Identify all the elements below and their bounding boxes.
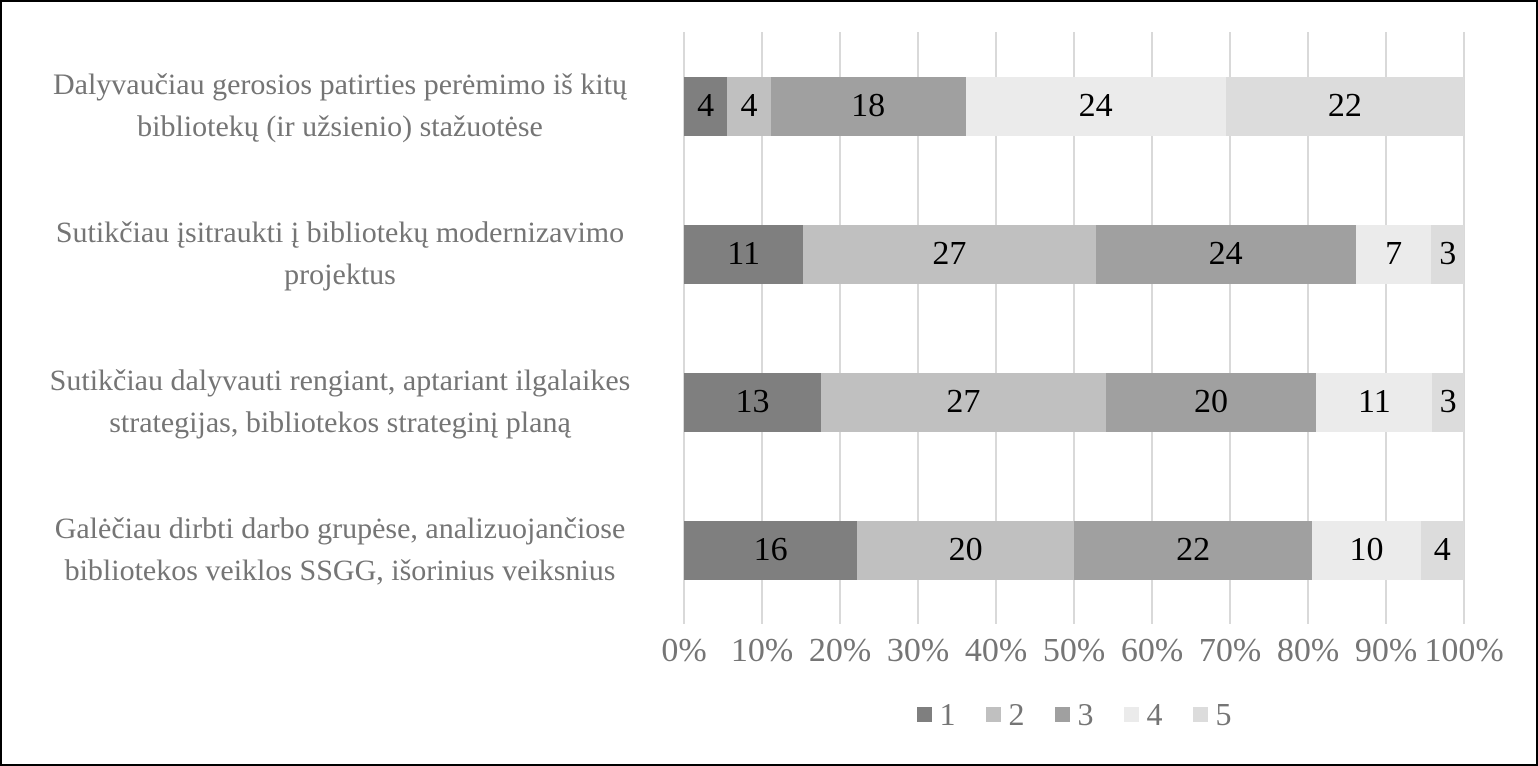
bar-segment-series-5: 3 [1431,224,1464,284]
vertical-gridline [683,32,685,624]
category-label: Sutikčiau dalyvauti rengiant, aptariant … [49,364,631,439]
legend-item-5: 5 [1192,696,1232,733]
bar-segment-series-2: 27 [803,224,1096,284]
bar-segment-series-3: 20 [1105,372,1317,432]
bar-segment-series-2: 4 [727,76,771,136]
x-axis-tick-label: 60% [1120,632,1184,669]
x-axis-tick-label: 100% [1424,632,1504,669]
vertical-gridline [917,32,919,624]
bar-segment-series-2: 27 [821,372,1106,432]
vertical-gridline [839,32,841,624]
stacked-bar-row: 13 27 20 11 3 [684,372,1464,432]
bar-segment-series-4: 11 [1316,372,1433,432]
legend-item-3: 3 [1054,696,1094,733]
legend-swatch-icon [1054,707,1070,722]
bar-segment-series-5: 22 [1225,76,1464,136]
bar-segment-series-1: 13 [684,372,822,432]
bar-segment-series-3: 24 [1095,224,1356,284]
vertical-gridline [995,32,997,624]
stacked-bar-row: 11 27 24 7 3 [684,224,1464,284]
legend-label: 1 [939,696,956,732]
x-axis-tick-label: 90% [1354,632,1418,669]
legend-item-2: 2 [985,696,1025,733]
vertical-gridline [761,32,763,624]
vertical-gridline [1229,32,1231,624]
category-label: Sutikčiau įsitraukti į bibliotekų modern… [55,216,625,291]
stacked-bar-row: 4 4 18 24 22 [684,76,1464,136]
bar-segment-series-1: 11 [684,224,804,284]
legend-swatch-icon [916,707,932,722]
bar-segment-series-4: 10 [1312,520,1421,580]
bar-segment-series-1: 16 [684,520,858,580]
bar-segment-series-1: 4 [684,76,728,136]
legend-label: 5 [1215,696,1232,732]
bar-segment-series-2: 20 [857,520,1074,580]
vertical-gridline [1307,32,1309,624]
legend-label: 2 [1008,696,1025,732]
chart-legend: 1 2 3 4 5 [684,696,1464,733]
bar-segment-series-3: 22 [1073,520,1313,580]
x-axis-tick-label: 30% [886,632,950,669]
legend-item-1: 1 [916,696,956,733]
vertical-gridline [1463,32,1465,624]
vertical-gridline [1151,32,1153,624]
legend-swatch-icon [1123,707,1139,722]
bar-segment-series-4: 24 [965,76,1226,136]
bar-segment-series-5: 4 [1420,520,1464,580]
legend-swatch-icon [1192,707,1208,722]
legend-label: 4 [1146,696,1163,732]
x-axis-tick-label: 80% [1276,632,1340,669]
bar-segment-series-3: 18 [770,76,966,136]
bar-segment-series-4: 7 [1355,224,1432,284]
vertical-gridline [1073,32,1075,624]
legend-label: 3 [1077,696,1094,732]
bar-segment-series-5: 3 [1432,372,1464,432]
category-label: Dalyvaučiau gerosios patirties perėmimo … [52,68,628,143]
x-axis-tick-label: 0% [661,632,707,669]
x-axis-tick-label: 20% [808,632,872,669]
stacked-bar-row: 16 20 22 10 4 [684,520,1464,580]
x-axis-tick-label: 40% [964,632,1028,669]
x-axis-tick-label: 50% [1042,632,1106,669]
vertical-gridline [1385,32,1387,624]
x-axis-tick-label: 10% [730,632,794,669]
legend-item-4: 4 [1123,696,1163,733]
category-label: Galėčiau dirbti darbo grupėse, analizuoj… [54,512,626,587]
legend-swatch-icon [985,707,1001,722]
x-axis-tick-label: 70% [1198,632,1262,669]
